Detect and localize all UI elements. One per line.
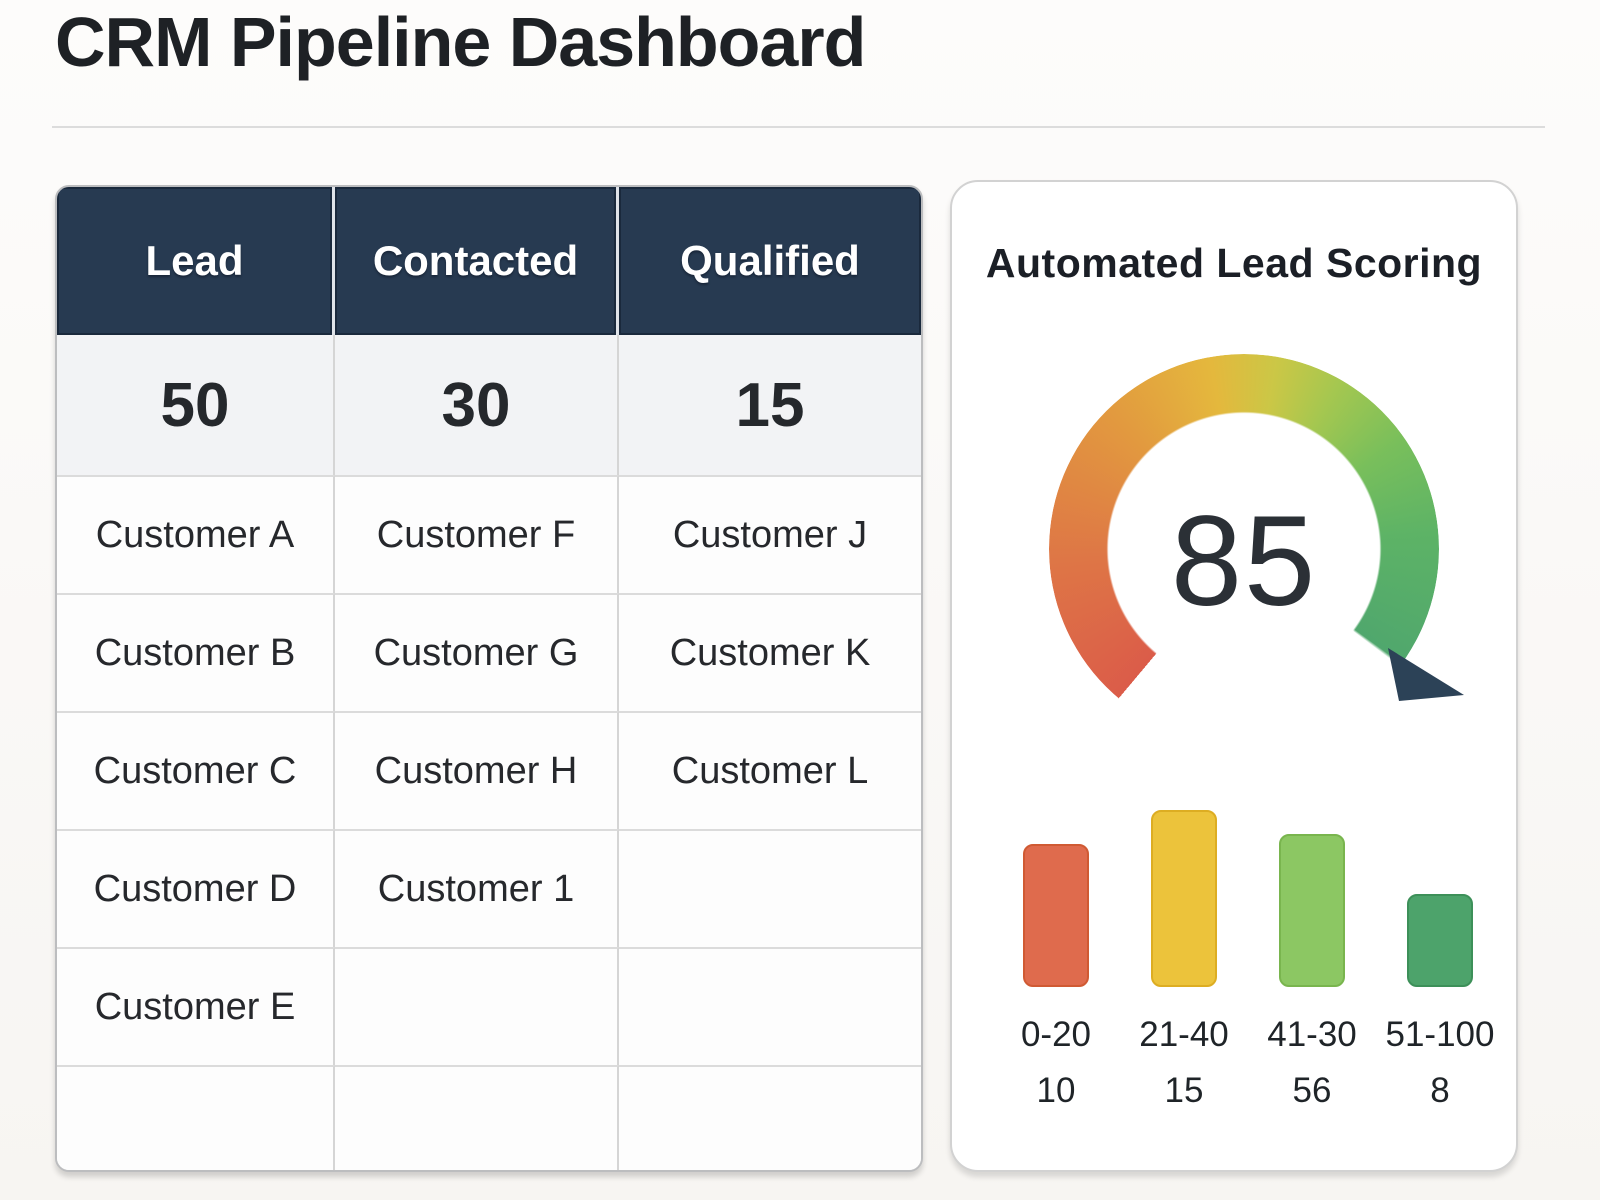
bar-area — [1023, 787, 1089, 987]
customer-cell: Customer K — [619, 593, 921, 711]
stage-count-contacted: 30 — [335, 335, 619, 475]
bar-area — [1407, 787, 1473, 987]
customer-cell: Customer L — [619, 711, 921, 829]
bar-column: 51-100 8 — [1376, 787, 1504, 1111]
bar-value-label: 10 — [1037, 1071, 1076, 1111]
bar-value-label: 8 — [1430, 1071, 1449, 1111]
column-header-qualified: Qualified — [619, 187, 921, 335]
customer-cell: Customer D — [57, 829, 335, 947]
lead-scoring-card: Automated Lead Scoring 85 0-20 10 21-40 15 4… — [950, 180, 1518, 1172]
card-title: Automated Lead Scoring — [952, 240, 1516, 287]
pipeline-table-grid: LeadContactedQualified503015Customer ACu… — [57, 187, 921, 1170]
bar-41-30 — [1279, 834, 1345, 987]
bar-area — [1151, 787, 1217, 987]
bar-0-20 — [1023, 844, 1089, 987]
gauge-value: 85 — [1044, 349, 1444, 749]
bar-21-40 — [1151, 810, 1217, 987]
customer-cell — [335, 947, 619, 1065]
bar-area — [1279, 787, 1345, 987]
bar-value-label: 15 — [1165, 1071, 1204, 1111]
bar-column: 0-20 10 — [992, 787, 1120, 1111]
bar-range-label: 51-100 — [1386, 1015, 1495, 1055]
customer-cell: Customer A — [57, 475, 335, 593]
customer-cell — [619, 829, 921, 947]
column-header-lead: Lead — [57, 187, 335, 335]
bar-range-label: 41-30 — [1267, 1015, 1357, 1055]
customer-cell: Customer F — [335, 475, 619, 593]
bar-column: 41-30 56 — [1248, 787, 1376, 1111]
score-gauge: 85 — [1044, 349, 1444, 749]
bar-value-label: 56 — [1293, 1071, 1332, 1111]
customer-cell — [619, 947, 921, 1065]
customer-cell — [619, 1065, 921, 1170]
score-bar-chart: 0-20 10 21-40 15 41-30 56 51-100 8 — [966, 787, 1530, 1111]
bar-range-label: 0-20 — [1021, 1015, 1091, 1055]
column-header-contacted: Contacted — [335, 187, 619, 335]
customer-cell: Customer C — [57, 711, 335, 829]
title-divider — [52, 126, 1545, 128]
customer-cell — [335, 1065, 619, 1170]
customer-cell: Customer J — [619, 475, 921, 593]
customer-cell: Customer 1 — [335, 829, 619, 947]
pipeline-table: LeadContactedQualified503015Customer ACu… — [55, 185, 923, 1172]
customer-cell — [57, 1065, 335, 1170]
stage-count-qualified: 15 — [619, 335, 921, 475]
customer-cell: Customer H — [335, 711, 619, 829]
page-title: CRM Pipeline Dashboard — [55, 2, 865, 82]
bar-range-label: 21-40 — [1139, 1015, 1229, 1055]
customer-cell: Customer G — [335, 593, 619, 711]
customer-cell: Customer E — [57, 947, 335, 1065]
bar-column: 21-40 15 — [1120, 787, 1248, 1111]
customer-cell: Customer B — [57, 593, 335, 711]
bar-51-100 — [1407, 894, 1473, 987]
stage-count-lead: 50 — [57, 335, 335, 475]
